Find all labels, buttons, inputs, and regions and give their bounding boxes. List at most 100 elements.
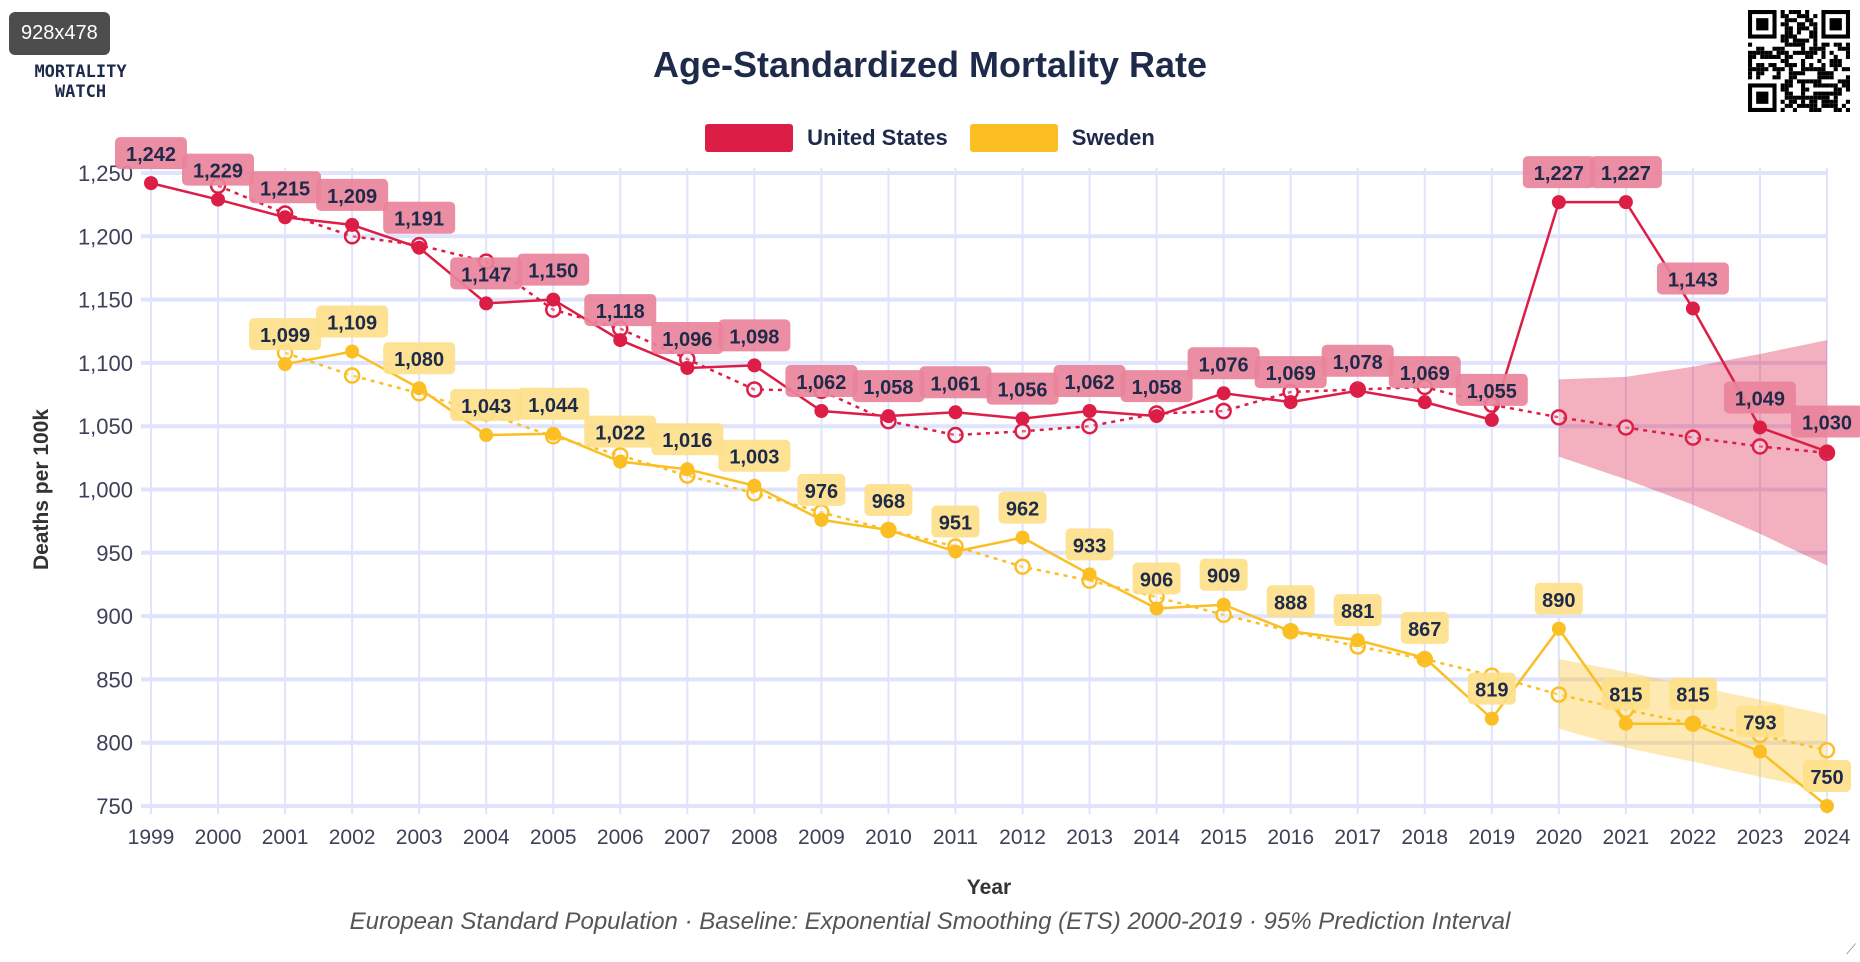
united-states-data-point (144, 176, 158, 191)
sweden-data-point (1015, 530, 1030, 545)
data-label-text: 750 (1810, 767, 1843, 789)
data-label-background (1187, 347, 1260, 380)
united-states-baseline-point (1617, 419, 1635, 436)
data-label-text: 867 (1408, 619, 1441, 641)
united-states-data-label: 1,227 (1522, 156, 1595, 189)
united-states-data-label: 1,229 (182, 153, 255, 186)
united-states-data-label: 1,062 (785, 365, 858, 398)
legend-item-sweden[interactable]: Sweden (969, 124, 1155, 152)
logo-line-1: MORTALITY (34, 62, 127, 82)
data-label-text: 1,099 (260, 325, 310, 347)
data-label-text: 815 (1609, 685, 1642, 707)
data-label-text: 1,058 (863, 377, 913, 399)
data-label-text: 1,118 (596, 301, 645, 323)
sweden-data-point (680, 462, 695, 477)
united-states-data-label: 1,062 (1053, 365, 1126, 398)
data-label-text: 1,098 (729, 326, 779, 348)
data-label-background (1065, 528, 1114, 561)
x-tick-label: 2016 (1267, 826, 1314, 849)
data-label-text: 1,061 (930, 373, 980, 395)
data-label-text: 819 (1475, 680, 1508, 702)
data-label-background (919, 366, 992, 399)
x-tick-label: 2004 (463, 826, 510, 849)
united-states-baseline-point (1684, 429, 1702, 446)
x-tick-label: 2012 (999, 826, 1046, 849)
chart-title: Age-Standardized Mortality Rate (652, 44, 1208, 85)
united-states-data-label: 1,049 (1723, 381, 1796, 414)
x-tick-label: 2015 (1200, 826, 1247, 849)
legend-item-united-states[interactable]: United States (705, 124, 948, 152)
united-states-data-point (948, 405, 963, 420)
data-label-background (1321, 344, 1394, 377)
sweden-data-label: 867 (1400, 611, 1449, 644)
united-states-data-point (1417, 395, 1432, 410)
data-label-text: 1,062 (796, 372, 846, 394)
legend-label-sweden: Sweden (1071, 125, 1155, 150)
y-tick-label: 1,100 (78, 351, 133, 376)
data-label-text: 1,044 (528, 395, 579, 417)
data-label-background (450, 389, 523, 422)
united-states-data-label: 1,096 (651, 321, 724, 354)
data-label-background (1254, 356, 1327, 389)
data-label-background (1534, 582, 1583, 615)
data-label-background (1333, 594, 1382, 627)
x-tick-label: 2021 (1603, 826, 1650, 849)
y-tick-label: 1,200 (78, 224, 133, 249)
data-label-text: 793 (1743, 713, 1776, 735)
sweden-data-point (1417, 650, 1432, 665)
united-states-data-point (1216, 386, 1231, 401)
data-label-text: 890 (1542, 590, 1575, 612)
united-states-baseline-point (746, 381, 763, 398)
sweden-data-label: 888 (1266, 585, 1315, 618)
x-tick-label: 1999 (128, 826, 175, 849)
x-tick-label: 2010 (865, 826, 912, 849)
data-label-background (1656, 262, 1729, 295)
sweden-data-point (345, 344, 360, 359)
sweden-data-label: 933 (1065, 528, 1114, 561)
sweden-data-label: 1,043 (450, 389, 523, 422)
sweden-baseline-point (343, 367, 361, 384)
united-states-line (150, 181, 1828, 453)
resize-handle-icon[interactable]: ⟋ (1846, 941, 1856, 957)
data-label-text: 909 (1207, 566, 1240, 588)
united-states-data-point (278, 210, 293, 225)
data-label-text: 1,150 (528, 261, 578, 283)
x-tick-label: 2020 (1535, 826, 1582, 849)
data-label-background (584, 294, 657, 327)
united-states-baseline-point (1014, 423, 1031, 440)
united-states-data-label: 1,215 (249, 171, 322, 204)
data-label-text: 1,056 (997, 380, 1047, 402)
data-label-background (1199, 558, 1248, 591)
united-states-data-label: 1,118 (584, 294, 657, 327)
x-tick-label: 2011 (933, 826, 978, 849)
data-label-text: 1,043 (461, 396, 511, 418)
image-size-badge: 928x478 (9, 12, 110, 55)
data-label-text: 1,003 (729, 447, 779, 469)
sweden-data-label: 976 (797, 473, 846, 506)
united-states-data-label: 1,242 (115, 137, 187, 170)
data-label-background (1053, 365, 1126, 398)
sweden-data-label: 909 (1199, 558, 1248, 591)
data-label-background (1522, 156, 1595, 189)
united-states-baseline-point (1550, 409, 1568, 426)
data-label-background (383, 201, 456, 234)
data-label-text: 976 (805, 481, 838, 503)
data-label-text: 1,069 (1266, 363, 1316, 385)
sweden-baseline-line (284, 351, 1828, 752)
data-label-background (1589, 156, 1662, 189)
sweden-data-label: 968 (864, 484, 913, 517)
legend-label-us: United States (807, 125, 948, 150)
data-label-background (182, 153, 255, 186)
x-tick-label: 2000 (195, 826, 242, 849)
data-label-text: 1,062 (1065, 372, 1115, 394)
united-states-data-label: 1,227 (1589, 156, 1662, 189)
data-label-background (1467, 672, 1516, 705)
data-label-text: 1,209 (327, 186, 377, 208)
sweden-data-label: 1,044 (517, 387, 590, 420)
united-states-data-point (814, 404, 829, 419)
data-label-background (785, 365, 858, 398)
data-label-background (718, 319, 791, 352)
united-states-data-label: 1,147 (450, 257, 523, 290)
sweden-data-point (948, 544, 963, 559)
data-label-background (1803, 760, 1851, 792)
